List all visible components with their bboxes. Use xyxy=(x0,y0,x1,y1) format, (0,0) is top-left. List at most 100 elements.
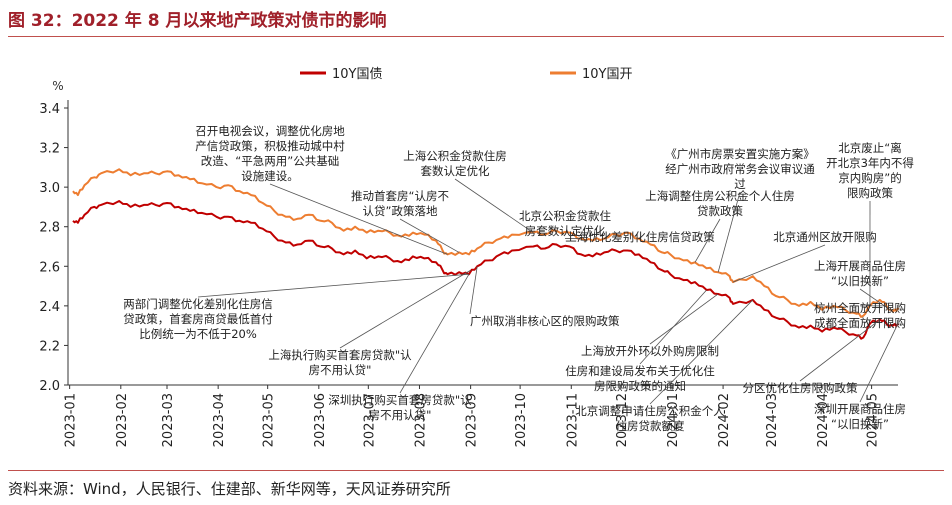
x-tick-label: 2023-04 xyxy=(212,393,227,447)
annotation-leader xyxy=(639,289,707,365)
annotation-text: 经广州市政府常务会议审议通 xyxy=(665,162,815,176)
annotation-text: 贷政策，首套房商贷最低首付 xyxy=(123,312,273,326)
y-tick-label: 2.6 xyxy=(39,260,60,275)
annotation-text: 住房和建设局发布关于优化住 xyxy=(565,364,715,378)
annotation-leader xyxy=(859,288,894,313)
figure-title: 图 32：2022 年 8 月以来地产政策对债市的影响 xyxy=(8,11,387,31)
y-unit-label: % xyxy=(52,79,63,93)
annotation-text: 推动首套房“认房不 xyxy=(351,189,449,203)
source-note: 资料来源：Wind，人民银行、住建部、新华网等，天风证券研究所 xyxy=(8,480,451,498)
annotation-leader xyxy=(454,178,534,233)
annotation-text: 认贷”政策落地 xyxy=(363,204,438,218)
annotation-text: 杭州全面放开限购 xyxy=(814,301,906,315)
annotation-text: 住房贷款额度 xyxy=(616,419,685,433)
annotation-text: 《广州市房票安置实施方案》 xyxy=(665,147,815,161)
annotation-text: 北京废止“离 xyxy=(838,141,901,155)
x-tick-label: 2023-01 xyxy=(64,393,79,447)
y-tick-label: 3.2 xyxy=(39,142,60,157)
legend: 10Y国债 10Y国开 xyxy=(300,67,632,82)
annotation-text: 召开电视会议，调整优化房地 xyxy=(195,124,345,138)
annotation: 深圳开展商品住房“以旧换新” xyxy=(814,323,906,431)
annotation: 广州取消非核心区的限购政策 xyxy=(469,266,620,328)
annotation-text: 房不用认贷" xyxy=(369,408,432,422)
y-tick-label: 2.4 xyxy=(39,300,60,315)
source-rule xyxy=(8,470,944,471)
annotation-text: 贷款政策 xyxy=(697,204,743,218)
annotation-leader xyxy=(732,244,826,283)
annotation-text: 比例统一为不低于20% xyxy=(139,327,257,341)
annotation-leader xyxy=(859,323,899,403)
y-tick-label: 2.0 xyxy=(39,379,60,394)
x-tick-label: 2023-12 xyxy=(615,393,630,447)
annotation-text: 房不用认贷" xyxy=(309,363,372,377)
annotation-leader xyxy=(469,266,478,315)
annotation-text: 北京通州区放开限购 xyxy=(773,230,877,244)
legend-label: 10Y国债 xyxy=(332,67,382,82)
x-tick-label: 2023-03 xyxy=(161,393,176,447)
annotation: 上海开展商品住房“以旧换新” xyxy=(814,259,906,313)
policy-bond-yield-chart: % 2.0 2.2 2.4 2.6 2.8 3.0 3.2 3.4 2023-01 2023-02 2… xyxy=(39,67,914,447)
annotation-leader xyxy=(269,183,448,255)
annotation-text: 深圳执行购买首套房贷款"认 xyxy=(328,393,472,407)
annotation-leader xyxy=(694,218,721,263)
annotation-text: 设施建设。 xyxy=(241,169,299,183)
x-tick-label: 2024-03 xyxy=(765,393,780,447)
x-tick-label: 2024-01 xyxy=(666,393,681,447)
annotation-text: 广州取消非核心区的限购政策 xyxy=(470,314,620,328)
annotation-text: 房限购政策的通知 xyxy=(594,379,686,393)
annotation-leader xyxy=(399,273,470,394)
x-tick-label: 2024-04 xyxy=(816,393,831,447)
annotation: 北京通州区放开限购 xyxy=(732,230,877,283)
annotation-text: 北京公积金贷款住 xyxy=(519,209,611,223)
annotation-text: 上海公积金贷款住房 xyxy=(403,149,507,163)
annotation-layer: 召开电视会议，调整优化房地产信贷政策，积极推动城中村改造、“平急两用”公共基础设… xyxy=(123,124,914,433)
annotation-leader xyxy=(799,319,881,382)
title-rule xyxy=(8,36,944,37)
y-tick-label: 3.4 xyxy=(39,102,60,117)
x-tick-label: 2024-05 xyxy=(866,393,881,447)
annotation-text: 上海执行购买首套房贷款"认 xyxy=(268,348,412,362)
x-tick-label: 2023-10 xyxy=(514,393,529,447)
x-tick-label: 2023-06 xyxy=(313,393,328,447)
annotation-leader xyxy=(717,191,741,273)
x-tick-label: 2024-02 xyxy=(717,393,732,447)
y-tick-label: 3.0 xyxy=(39,181,60,196)
x-tick-label: 2023-02 xyxy=(115,393,130,447)
y-tick-label: 2.8 xyxy=(39,221,60,236)
annotation-text: 上海开展商品住房 xyxy=(814,259,906,273)
annotation-text: 上海优化差别化住房信贷政策 xyxy=(565,230,715,244)
annotation-text: “以旧换新” xyxy=(831,274,889,288)
annotation: 上海优化差别化住房信贷政策 xyxy=(565,230,715,244)
x-tick-label: 2023-09 xyxy=(465,393,480,447)
annotation-leader xyxy=(399,218,460,253)
annotation-text: 两部门调整优化差别化住房信 xyxy=(123,297,273,311)
annotation-text: 深圳开展商品住房 xyxy=(814,402,906,416)
annotation: 分区优化住房限购政策 xyxy=(743,319,881,395)
annotation-leader xyxy=(649,293,719,345)
annotation-text: 上海调整住房公积金个人住房 xyxy=(645,189,795,203)
annotation-leader xyxy=(649,299,754,405)
series-10y-treasury-line xyxy=(72,200,899,340)
annotation-text: 成都全面放开限购 xyxy=(814,316,906,330)
annotation: 上海放开外环以外购房限制 xyxy=(581,293,719,358)
axes: % 2.0 2.2 2.4 2.6 2.8 3.0 3.2 3.4 2023-01 2023-02 2… xyxy=(39,79,898,447)
annotation-text: 分区优化住房限购政策 xyxy=(743,381,858,395)
x-tick-label: 2023-11 xyxy=(565,393,580,447)
annotation-leader xyxy=(339,269,471,349)
y-tick-label: 2.2 xyxy=(39,339,60,354)
annotation-text: 改造、“平急两用”公共基础 xyxy=(201,154,339,168)
annotation-text: 北京调整申请住房公积金个人 xyxy=(575,404,725,418)
x-tick-label: 2023-05 xyxy=(262,393,277,447)
annotation-text: 限购政策 xyxy=(847,186,893,200)
annotation-leader xyxy=(197,273,470,298)
annotation-text: 过 xyxy=(734,177,746,191)
